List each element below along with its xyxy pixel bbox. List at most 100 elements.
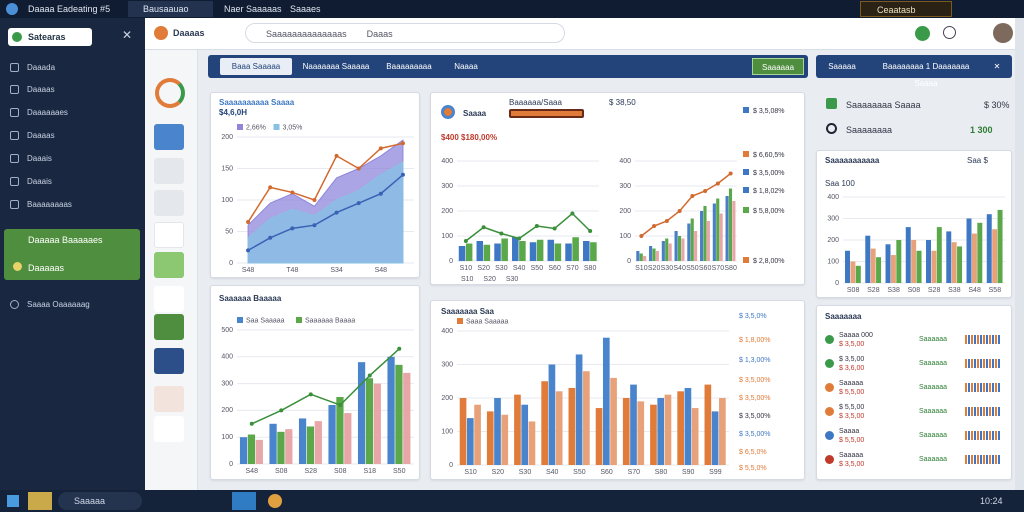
bar (936, 227, 942, 283)
bar (971, 233, 977, 283)
bar (459, 398, 467, 465)
menu-item[interactable]: Saaaa Oaaaaaag (10, 300, 90, 309)
logo (12, 32, 22, 42)
progress (509, 109, 584, 118)
side-value: $ 3,5,00% (739, 395, 771, 402)
legend-text: $ 5,8,00% (753, 208, 785, 215)
tab[interactable]: Bausaauao (143, 4, 189, 14)
taskbar-search[interactable]: Saaaaa (58, 492, 142, 510)
legend-swatch (457, 318, 463, 324)
stat-value: $ 30% (984, 100, 1010, 110)
menu-item[interactable]: Daaaas (10, 131, 55, 140)
brand[interactable]: Daaaas (173, 28, 205, 38)
sidebar-search[interactable]: Satearas (8, 28, 92, 46)
tab[interactable]: Baaaaaaaa 1 Daaaaaaa Saaaa (882, 62, 970, 88)
task-icon[interactable] (268, 494, 282, 508)
tab[interactable]: Saaaes (290, 4, 321, 14)
rail-icon[interactable] (154, 252, 184, 278)
task-icon[interactable] (232, 492, 256, 510)
bar (719, 213, 723, 261)
rail-icon[interactable] (154, 158, 184, 184)
tab[interactable]: Baaa Saaaaa (220, 58, 292, 75)
tab[interactable]: Naaaa (454, 62, 478, 71)
clock: 10:24 (980, 496, 1003, 506)
x-tick-label: S20 (492, 469, 505, 476)
x-tick-label: S18 (364, 468, 377, 475)
avatar[interactable] (993, 23, 1013, 43)
tab[interactable]: Naaaaaaa Saaaaa (302, 62, 370, 71)
settings-icon[interactable] (943, 26, 956, 39)
tab[interactable]: Saaaaa (828, 62, 856, 71)
bar (622, 398, 630, 465)
menu-item[interactable]: Daaaaaaes (10, 108, 68, 117)
tab-button[interactable]: Saaaaaa (752, 58, 804, 75)
x-tick-label: S28 (867, 287, 880, 294)
x-tick-label: S20 (648, 265, 661, 272)
bar (328, 405, 336, 464)
tab[interactable]: Naer Saaaaas (224, 4, 282, 14)
bar (687, 223, 691, 261)
status-icon[interactable] (915, 26, 930, 41)
rail-icon[interactable] (154, 124, 184, 150)
y-tick-label: 500 (221, 327, 233, 334)
stat-label: Saaaaaaaa Saaaa (846, 100, 921, 110)
bar (677, 391, 684, 465)
rail-icon[interactable] (154, 222, 184, 248)
row-name: $ 3,5,00 (839, 356, 865, 363)
active-label: Daaaaa Baaaaaes (28, 235, 103, 245)
menu-item[interactable]: Daaais (10, 177, 52, 186)
scrollbar[interactable] (1015, 18, 1024, 490)
line-point (249, 421, 254, 426)
x-tick-label: S58 (989, 287, 1002, 294)
tab[interactable]: Daaaa Eadeating #5 (28, 4, 111, 14)
menu-item[interactable]: Baaaaaaaas (10, 200, 72, 209)
rail-icon[interactable] (154, 314, 184, 340)
task-icon[interactable] (28, 492, 52, 510)
legend-swatch (296, 317, 302, 323)
row-stripes (965, 431, 1001, 440)
row-icon (825, 407, 834, 416)
rail-icon[interactable] (154, 190, 184, 216)
panel-title: Saaaa (463, 109, 487, 118)
rail-icon[interactable] (154, 348, 184, 374)
bar (387, 356, 395, 464)
row-icon (825, 335, 834, 344)
close-icon[interactable]: ✕ (122, 28, 133, 42)
panel-subtitle: $4,6,0H (219, 108, 248, 117)
row-icon (825, 383, 834, 392)
chart: 0 100 200 300 400 S10 S20 S30 S40 S50 S60 S70 S80 (619, 158, 737, 272)
x-tick-label: S80 (724, 265, 737, 272)
panel-title: Saaaaaaa (825, 312, 862, 321)
start-button[interactable] (7, 495, 19, 507)
menu-label: Daaaas (27, 85, 55, 94)
menu-label: Saaaa Oaaaaaag (27, 300, 90, 309)
active-group[interactable]: Daaaaa Baaaaaes Daaaaas (4, 229, 140, 280)
tab[interactable]: Baaaaaaaaa (386, 62, 432, 71)
menu-item[interactable]: Daaaas (10, 85, 55, 94)
x-tick-label: S28 (305, 468, 318, 475)
rail-icon[interactable] (154, 386, 184, 412)
rail-icon[interactable] (154, 286, 184, 312)
x-tick-label: S50 (531, 265, 544, 272)
bar (986, 214, 992, 283)
bar (548, 364, 556, 465)
menu-label: Baaaaaaaas (27, 200, 72, 209)
bar (255, 439, 263, 464)
panel-subtitle: Baaaaaa/Saaa (509, 98, 562, 107)
search-box[interactable]: Saaaaaaaaaaaaaas Daaas (245, 23, 565, 43)
menu-item[interactable]: Daaais (10, 154, 52, 163)
close-icon[interactable]: ✕ (993, 62, 1001, 71)
bar (916, 250, 922, 283)
legend-label: Saaaaaa Baaaa (305, 317, 355, 324)
chart: 0 100 200 300 400 500 S48 S08 S28 S08 S18 S50 Saa Sa… (221, 317, 414, 475)
row-value: $ 3,5,00 (839, 341, 865, 348)
y-tick-label: 300 (221, 380, 233, 387)
stat-value: 1 300 (970, 125, 993, 135)
line-point (534, 224, 539, 228)
rail-icon[interactable] (154, 416, 184, 442)
line-point (246, 220, 251, 225)
menu-item[interactable]: Daaada (10, 63, 55, 72)
account[interactable]: Ceaatasb (860, 1, 952, 17)
bar (239, 437, 248, 464)
